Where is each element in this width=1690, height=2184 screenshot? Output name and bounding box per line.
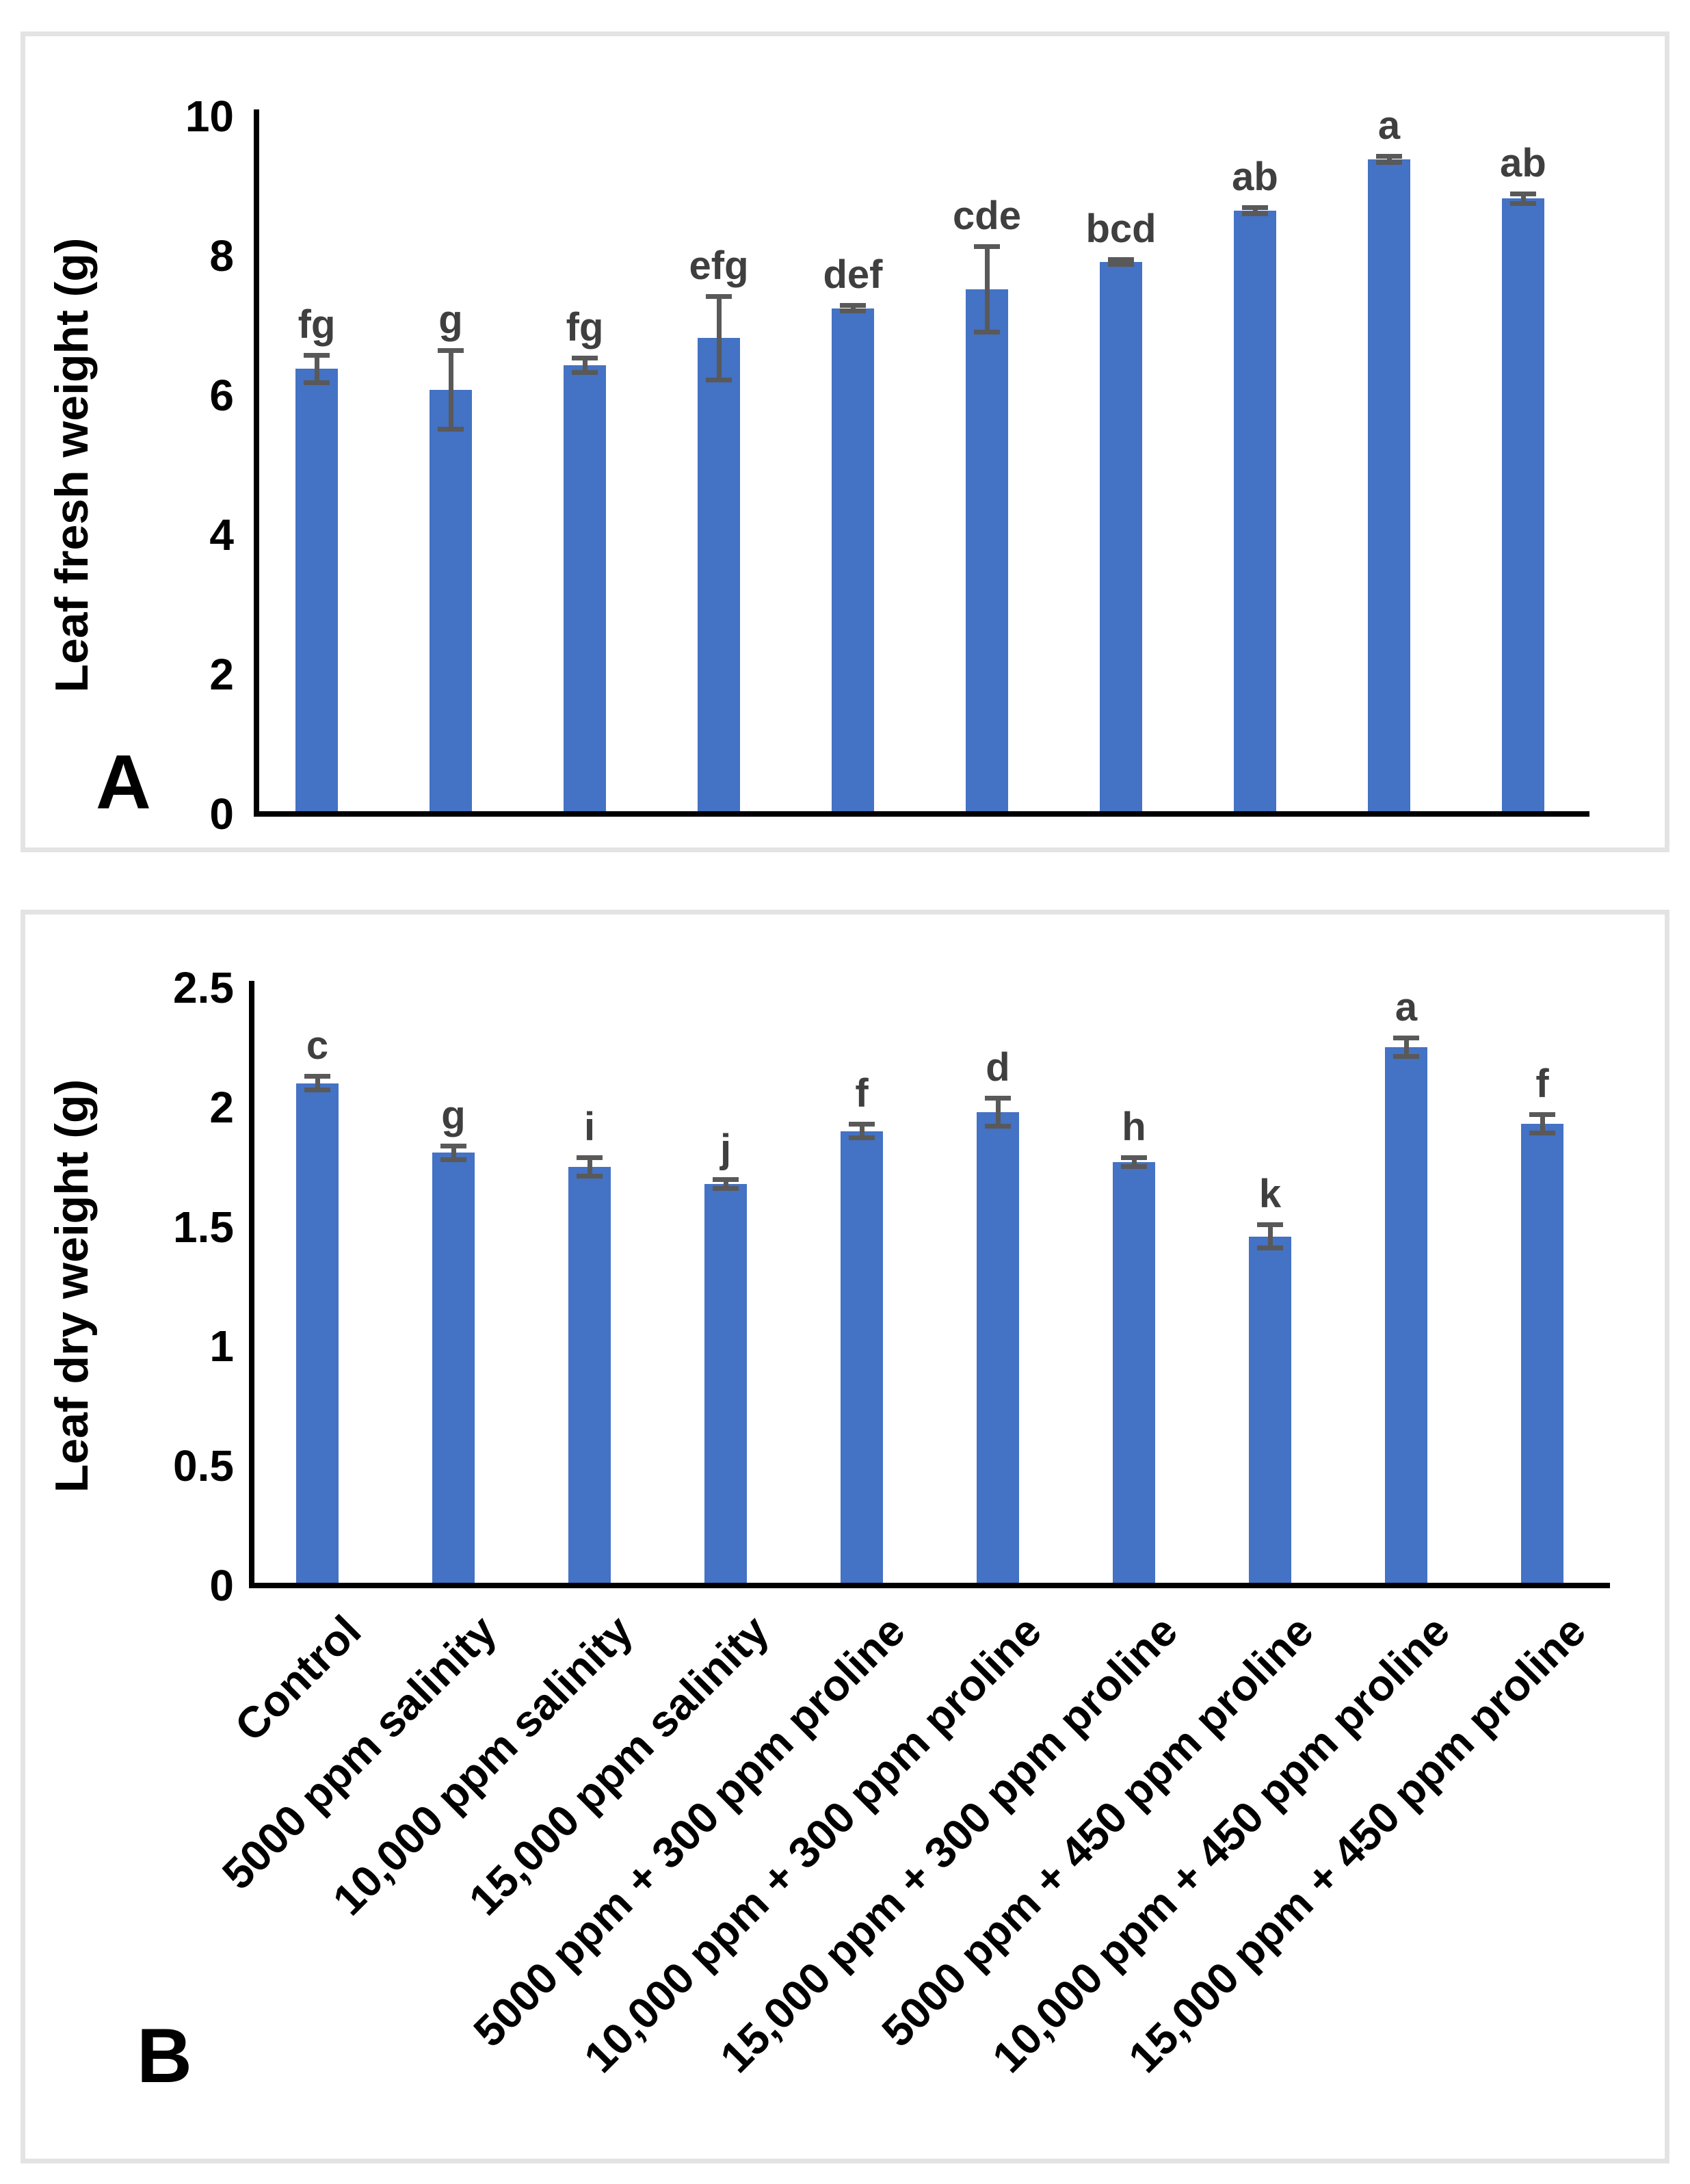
panel-letter-a: A (96, 739, 151, 825)
y-axis-title-a: Leaf fresh weight (g) (46, 237, 98, 693)
x-axis-line-a (254, 811, 1589, 817)
y-axis-title-b: Leaf dry weight (g) (46, 1079, 98, 1493)
x-axis-line-b (249, 1583, 1610, 1588)
panel-letter-b: B (137, 2013, 192, 2099)
panel-a-frame (21, 31, 1669, 852)
y-axis-line-a (254, 109, 259, 817)
panel-b-frame (21, 910, 1669, 2163)
y-axis-line-b (249, 981, 254, 1588)
